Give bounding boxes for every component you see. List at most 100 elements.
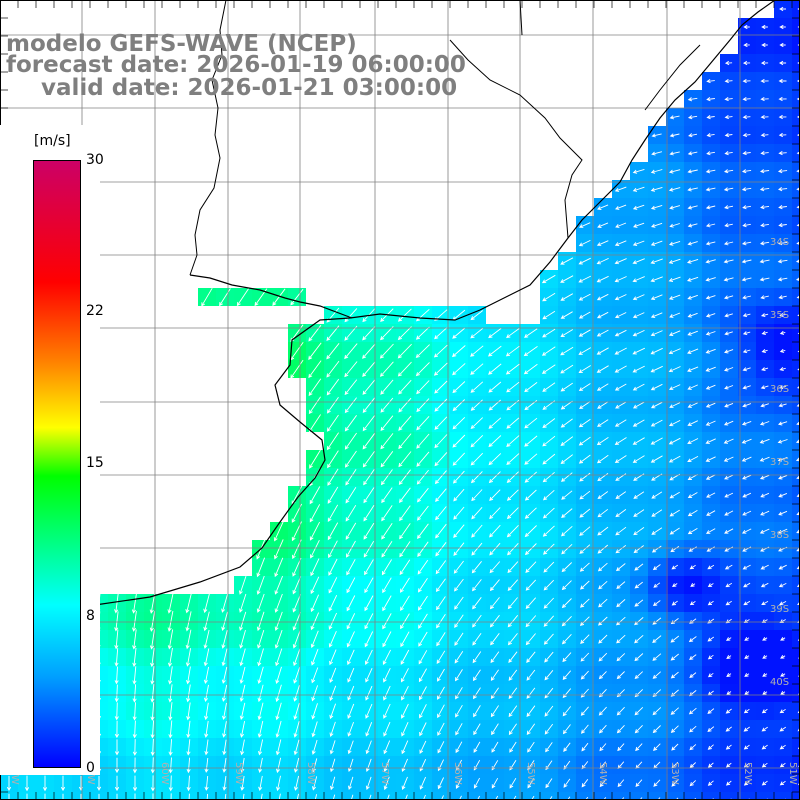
- wind-vector: [723, 241, 734, 246]
- wind-vector: [688, 636, 697, 643]
- wind-vector: [670, 671, 679, 679]
- wind-vector: [488, 453, 502, 466]
- wind-vector: [561, 490, 573, 500]
- wind-vector: [382, 577, 392, 594]
- wind-vector: [524, 417, 538, 429]
- wind-vector: [527, 778, 535, 789]
- wind-vector: [328, 540, 338, 559]
- wind-vector: [634, 563, 644, 571]
- wind-vector: [400, 595, 410, 611]
- wind-vector: [687, 276, 699, 282]
- wind-vector: [8, 793, 10, 800]
- wind-vector: [185, 666, 191, 685]
- wind-vector: [705, 456, 716, 462]
- wind-vector: [116, 793, 118, 800]
- wind-vector: [615, 401, 627, 409]
- wind-vector: [383, 685, 391, 701]
- wind-vector: [326, 360, 340, 378]
- wind-vector: [760, 133, 769, 138]
- wind-vector: [780, 654, 786, 659]
- wind-vector: [185, 629, 192, 650]
- wind-vector: [562, 706, 572, 717]
- wind-vector: [634, 671, 644, 680]
- wind-vector: [724, 79, 733, 84]
- wind-vector: [222, 758, 227, 773]
- wind-vector: [725, 780, 732, 786]
- wind-vector: [114, 720, 119, 739]
- wind-cell: [792, 360, 800, 378]
- wind-vector: [329, 667, 337, 683]
- wind-vector: [362, 343, 376, 359]
- wind-vector: [257, 666, 264, 684]
- wind-vector: [778, 78, 787, 84]
- wind-vector: [579, 544, 591, 554]
- wind-vector: [634, 724, 643, 734]
- wind-vector: [400, 649, 410, 665]
- wind-vector: [705, 295, 716, 300]
- wind-vector: [507, 579, 519, 592]
- wind-vector: [579, 562, 590, 572]
- wind-vector: [434, 327, 448, 340]
- wind-vector: [292, 576, 302, 595]
- wind-vector: [382, 649, 392, 665]
- wind-vector: [688, 546, 697, 552]
- wind-cell: [270, 792, 288, 800]
- wind-vector: [114, 775, 120, 792]
- wind-vector: [415, 344, 430, 359]
- wind-vector: [471, 489, 483, 502]
- wind-vector: [760, 78, 769, 84]
- wind-vector: [152, 793, 154, 800]
- wind-vector: [257, 720, 264, 738]
- wind-vector: [131, 593, 137, 614]
- lon-label: 53W: [669, 762, 680, 785]
- wind-vector: [346, 577, 356, 594]
- wind-vector: [308, 360, 322, 379]
- wind-vector: [454, 650, 464, 664]
- wind-vector: [706, 492, 716, 498]
- wind-vector: [362, 397, 376, 413]
- wind-vector: [743, 582, 751, 588]
- wind-vector: [544, 651, 554, 663]
- wind-cell: [792, 162, 800, 180]
- wind-cell: [792, 252, 800, 270]
- wind-vector: [471, 506, 483, 520]
- wind-vector: [724, 331, 733, 336]
- wind-vector: [436, 614, 446, 629]
- wind-vector: [489, 489, 501, 501]
- wind-vector: [221, 593, 229, 613]
- wind-vector: [742, 474, 752, 480]
- wind-vector: [167, 611, 174, 632]
- wind-vector: [562, 724, 571, 735]
- wind-vector: [434, 434, 448, 449]
- wind-vector: [524, 525, 537, 538]
- wind-vector: [599, 779, 607, 788]
- wind-vector: [614, 312, 627, 319]
- wind-cell: [792, 576, 800, 594]
- wind-cell: [792, 342, 800, 360]
- wind-vector: [508, 651, 518, 664]
- wind-vector: [705, 241, 716, 246]
- wind-vector: [525, 579, 537, 591]
- wind-vector: [634, 653, 644, 662]
- wind-vector: [472, 651, 482, 664]
- wind-vector: [634, 706, 644, 716]
- wind-vector: [616, 706, 625, 716]
- wind-vector: [455, 687, 463, 700]
- wind-vector: [472, 579, 482, 592]
- wind-vector: [707, 672, 714, 678]
- wind-vector: [689, 564, 696, 570]
- wind-vector: [778, 114, 787, 120]
- wind-vector: [149, 610, 156, 632]
- wind-vector: [507, 542, 519, 556]
- wind-vector: [616, 689, 625, 698]
- wind-vector: [632, 347, 645, 355]
- wind-vector: [780, 690, 786, 695]
- wind-vector: [596, 383, 609, 391]
- wind-vector: [470, 345, 484, 357]
- wind-vector: [326, 432, 339, 451]
- wind-vector: [759, 169, 770, 174]
- wind-vector: [398, 397, 412, 413]
- wind-vector: [168, 720, 173, 739]
- wind-vector: [541, 364, 556, 374]
